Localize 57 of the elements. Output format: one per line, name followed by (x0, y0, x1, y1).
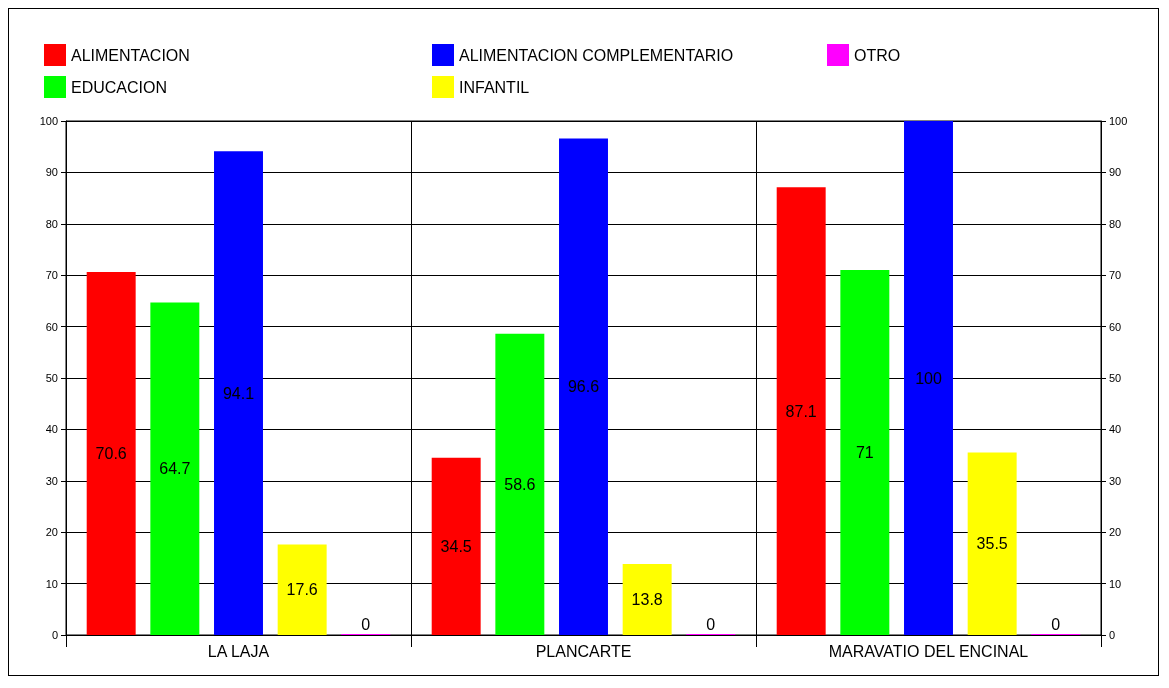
y2-tick-label: 80 (1109, 217, 1122, 230)
bar (150, 302, 200, 635)
y-tick-label: 50 (45, 372, 58, 384)
data-label: 96.6 (567, 378, 600, 396)
data-label: 94.1 (222, 384, 255, 402)
y-tick-label: 60 (45, 320, 58, 333)
data-label: 70.6 (95, 445, 127, 463)
y-tick-label: 100 (39, 115, 58, 127)
bar (86, 272, 136, 635)
y-tick-label: 20 (45, 526, 58, 539)
bar (904, 121, 953, 635)
y-tick-label: 10 (45, 577, 58, 590)
data-label: 58.6 (504, 475, 536, 493)
y2-tick-label: 50 (1109, 372, 1122, 384)
bar (559, 138, 608, 635)
bar (214, 151, 263, 635)
bar (967, 452, 1017, 635)
data-label: 87.1 (785, 402, 817, 420)
y2-tick-label: 90 (1109, 166, 1122, 179)
legend-label: INFANTIL (459, 78, 530, 96)
y2-tick-label: 60 (1109, 320, 1122, 333)
y2-tick-label: 100 (1109, 115, 1128, 127)
data-label: 35.5 (976, 535, 1008, 553)
bar (776, 187, 826, 635)
y2-tick-label: 30 (1109, 474, 1122, 487)
y2-tick-label: 40 (1109, 423, 1122, 436)
x-tick-label: MARAVATIO DEL ENCINAL (828, 642, 1029, 660)
bar (277, 544, 327, 635)
data-label: 100 (915, 369, 942, 387)
legend-label: EDUCACION (71, 78, 168, 96)
x-tick-label: LA LAJA (207, 642, 270, 660)
y-tick-label: 30 (45, 474, 58, 487)
data-label: 0 (1051, 615, 1061, 633)
data-label: 34.5 (440, 537, 472, 555)
data-label: 0 (706, 615, 716, 633)
y2-tick-label: 10 (1109, 577, 1122, 590)
y2-tick-label: 20 (1109, 526, 1122, 539)
data-label: 13.8 (631, 591, 663, 609)
y2-tick-label: 70 (1109, 269, 1122, 282)
y-tick-label: 90 (45, 166, 58, 179)
data-label: 17.6 (286, 581, 318, 599)
bar (431, 457, 481, 635)
data-label: 64.7 (159, 460, 191, 478)
legend-label: OTRO (854, 46, 901, 64)
data-label: 71 (855, 444, 874, 462)
x-tick-label: PLANCARTE (535, 642, 632, 660)
bar (622, 564, 672, 635)
y-tick-label: 40 (45, 423, 58, 436)
bar (495, 333, 545, 635)
y-tick-label: 0 (51, 629, 58, 641)
y-tick-label: 70 (45, 269, 58, 282)
bar (840, 270, 890, 635)
y2-tick-label: 0 (1109, 629, 1116, 641)
data-label: 0 (361, 615, 371, 633)
legend-label: ALIMENTACION COMPLEMENTARIO (459, 46, 734, 64)
legend-label: ALIMENTACION (71, 46, 190, 64)
y-tick-label: 80 (45, 217, 58, 230)
